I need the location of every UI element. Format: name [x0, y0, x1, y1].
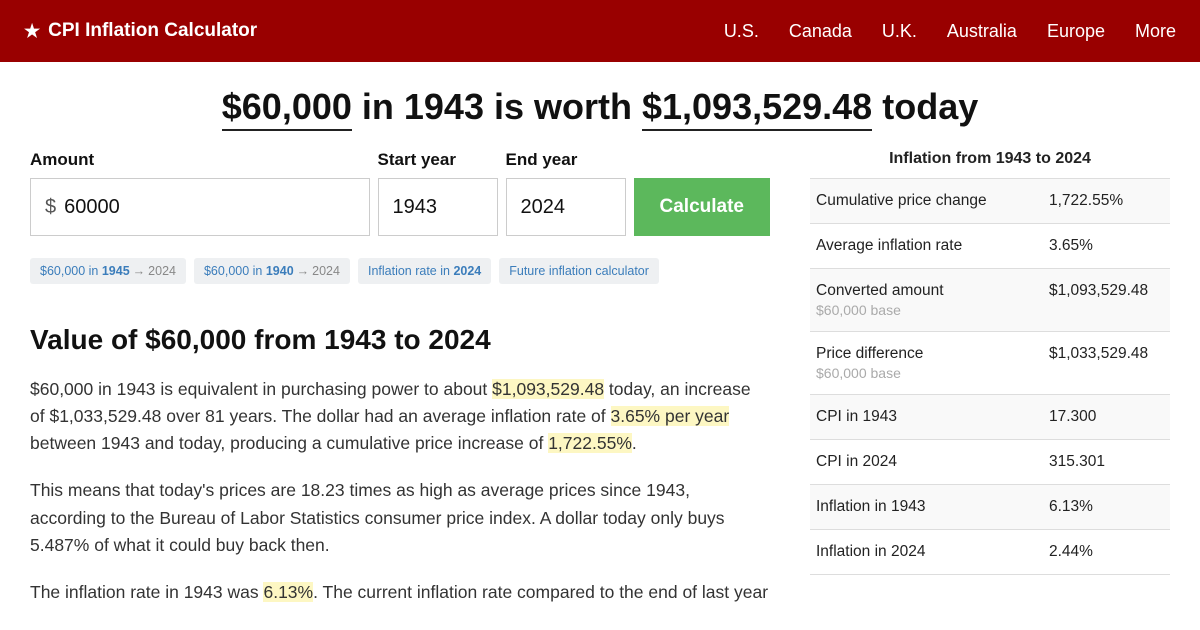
section-title: Value of $60,000 from 1943 to 2024	[30, 324, 770, 356]
amount-value: 60000	[64, 196, 120, 219]
dollar-prefix: $	[45, 196, 56, 219]
stat-row-avg-rate: Average inflation rate3.65%	[810, 224, 1170, 269]
chip-1940[interactable]: $60,000 in 1940→2024	[194, 258, 350, 284]
stat-row-diff: Price difference$60,000 base$1,033,529.4…	[810, 332, 1170, 395]
suggestion-chips: $60,000 in 1945→2024 $60,000 in 1940→202…	[30, 258, 770, 284]
calculator-form: Amount $ 60000 Start year 1943 End year …	[30, 150, 770, 236]
stat-row-cpi-1943: CPI in 194317.300	[810, 395, 1170, 440]
brand-text: CPI Inflation Calculator	[48, 20, 257, 42]
paragraph-2: This means that today's prices are 18.23…	[30, 477, 770, 558]
stats-sidebar: Inflation from 1943 to 2024 Cumulative p…	[810, 150, 1170, 626]
nav-link-canada[interactable]: Canada	[789, 21, 852, 42]
nav-link-europe[interactable]: Europe	[1047, 21, 1105, 42]
nav-link-more[interactable]: More	[1135, 21, 1176, 42]
stat-row-inf-1943: Inflation in 19436.13%	[810, 485, 1170, 530]
start-year-label: Start year	[378, 150, 498, 170]
stat-row-inf-2024: Inflation in 20242.44%	[810, 530, 1170, 575]
hero-amount: $60,000	[222, 86, 352, 131]
end-year-input[interactable]: 2024	[506, 178, 626, 236]
stat-row-cpi-2024: CPI in 2024315.301	[810, 440, 1170, 485]
sidebar-title: Inflation from 1943 to 2024	[810, 150, 1170, 178]
nav-link-us[interactable]: U.S.	[724, 21, 759, 42]
hero-result: $1,093,529.48	[642, 86, 872, 131]
paragraph-3: The inflation rate in 1943 was 6.13%. Th…	[30, 579, 770, 606]
brand[interactable]: ★ CPI Inflation Calculator	[24, 20, 257, 42]
nav-link-australia[interactable]: Australia	[947, 21, 1017, 42]
nav-link-uk[interactable]: U.K.	[882, 21, 917, 42]
chip-1945[interactable]: $60,000 in 1945→2024	[30, 258, 186, 284]
navbar: ★ CPI Inflation Calculator U.S. Canada U…	[0, 0, 1200, 62]
chip-future[interactable]: Future inflation calculator	[499, 258, 659, 284]
stat-row-converted: Converted amount$60,000 base$1,093,529.4…	[810, 269, 1170, 332]
end-year-label: End year	[506, 150, 626, 170]
page-title: $60,000 in 1943 is worth $1,093,529.48 t…	[0, 86, 1200, 128]
start-year-input[interactable]: 1943	[378, 178, 498, 236]
star-icon: ★	[24, 21, 40, 42]
stats-table: Cumulative price change1,722.55% Average…	[810, 178, 1170, 575]
nav-links: U.S. Canada U.K. Australia Europe More	[724, 21, 1176, 42]
paragraph-1: $60,000 in 1943 is equivalent in purchas…	[30, 376, 770, 457]
chip-rate-2024[interactable]: Inflation rate in 2024	[358, 258, 491, 284]
calculate-button[interactable]: Calculate	[634, 178, 770, 236]
stat-row-cumulative: Cumulative price change1,722.55%	[810, 179, 1170, 224]
amount-label: Amount	[30, 150, 370, 170]
amount-input[interactable]: $ 60000	[30, 178, 370, 236]
